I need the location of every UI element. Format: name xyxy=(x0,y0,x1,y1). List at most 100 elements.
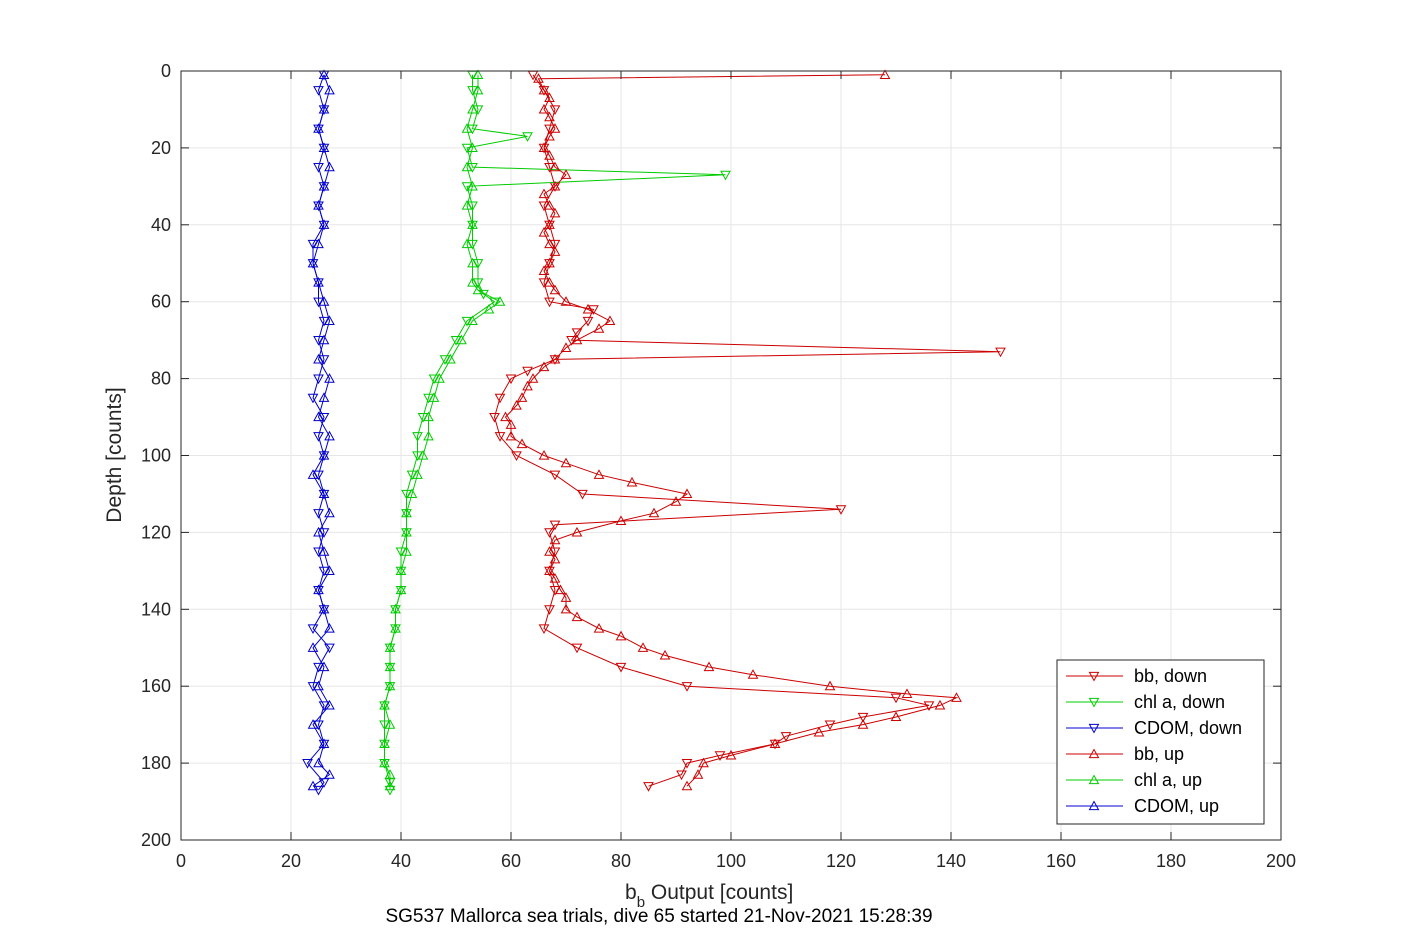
data-point-cdom-up xyxy=(324,622,335,633)
legend-marker-chl-a-down xyxy=(1088,697,1100,708)
data-point-bb-down xyxy=(571,643,583,654)
data-point-bb-up xyxy=(544,150,555,160)
data-point-bb-up xyxy=(560,296,572,306)
data-point-chl-a-up xyxy=(467,276,478,287)
data-point-bb-up xyxy=(555,584,566,595)
data-point-cdom-up xyxy=(318,449,330,460)
data-point-chl-a-up xyxy=(467,219,478,229)
x-axis-label-sub: b xyxy=(637,894,645,911)
data-point-bb-up xyxy=(593,622,605,633)
data-point-cdom-up xyxy=(313,238,324,249)
data-point-bb-up xyxy=(538,142,550,152)
data-point-cdom-up xyxy=(318,219,330,229)
data-point-cdom-up xyxy=(318,661,330,672)
data-point-bb-down xyxy=(681,682,693,692)
data-point-chl-a-up xyxy=(461,238,473,249)
x-tick-label: 180 xyxy=(1156,851,1186,871)
data-point-cdom-up xyxy=(324,507,335,518)
x-axis-label-rest: Output [counts] xyxy=(645,881,793,904)
data-point-chl-a-up xyxy=(467,180,478,191)
data-point-bb-up xyxy=(604,315,616,326)
data-point-bb-up xyxy=(549,207,561,218)
series-line-bb-up xyxy=(504,74,959,787)
data-point-bb-down xyxy=(824,720,836,731)
legend-label-bb-down: bb, down xyxy=(1134,666,1207,686)
data-point-chl-a-up xyxy=(461,200,473,210)
data-point-cdom-up xyxy=(313,123,324,133)
data-point-chl-a-up xyxy=(467,257,478,268)
data-point-bb-up xyxy=(549,180,561,191)
legend-label-chl-a-up: chl a, up xyxy=(1134,770,1202,790)
data-point-bb-up xyxy=(593,469,605,479)
data-point-bb-up xyxy=(544,565,555,575)
data-point-chl-a-up xyxy=(395,584,407,595)
data-point-cdom-up xyxy=(313,680,324,691)
data-point-chl-a-down xyxy=(412,432,423,442)
data-point-chl-a-up xyxy=(379,699,390,710)
data-point-bb-up xyxy=(549,161,561,172)
y-tick-label: 0 xyxy=(161,61,171,81)
data-point-bb-up xyxy=(505,419,517,429)
data-point-bb-up xyxy=(516,438,528,449)
data-point-bb-down xyxy=(643,782,654,792)
data-point-bb-up xyxy=(934,699,946,710)
data-point-chl-a-up xyxy=(417,449,429,460)
series-group xyxy=(302,69,1006,796)
data-point-cdom-up xyxy=(318,392,330,402)
x-tick-label: 20 xyxy=(281,851,301,871)
data-point-bb-down xyxy=(923,701,935,711)
data-point-bb-up xyxy=(681,780,693,791)
y-tick-label: 40 xyxy=(151,215,171,235)
data-point-cdom-down xyxy=(313,432,324,442)
data-point-chl-a-up xyxy=(461,123,473,133)
data-point-chl-a-up xyxy=(412,469,423,479)
data-point-bb-up xyxy=(544,219,555,229)
legend-box xyxy=(1056,659,1265,825)
data-point-bb-up xyxy=(538,188,550,199)
legend-label-chl-a-down: chl a, down xyxy=(1134,692,1225,712)
data-point-bb-up xyxy=(533,73,544,83)
y-tick-label: 60 xyxy=(151,292,171,312)
data-point-bb-down xyxy=(511,451,522,462)
data-point-bb-down xyxy=(549,470,561,481)
data-point-bb-up xyxy=(747,669,759,679)
data-point-bb-up xyxy=(901,688,913,698)
data-point-bb-down xyxy=(544,528,555,538)
data-point-chl-a-up xyxy=(434,373,445,383)
data-point-bb-up xyxy=(549,573,561,583)
x-tick-label: 40 xyxy=(391,851,411,871)
data-point-cdom-up xyxy=(313,353,324,364)
data-point-cdom-up xyxy=(318,69,330,79)
data-point-bb-down xyxy=(714,751,726,761)
data-point-cdom-down xyxy=(307,624,319,635)
data-point-bb-down xyxy=(544,297,555,308)
data-point-chl-a-up xyxy=(384,769,396,779)
data-point-bb-down xyxy=(549,520,561,531)
legend-label-cdom-up: CDOM, up xyxy=(1134,796,1219,816)
data-point-cdom-up xyxy=(307,642,319,652)
data-point-chl-a-up xyxy=(483,303,495,314)
data-point-bb-up xyxy=(637,642,649,652)
data-point-cdom-down xyxy=(302,759,313,769)
data-point-cdom-up xyxy=(307,469,319,479)
data-point-bb-up xyxy=(582,303,594,314)
y-tick-label: 140 xyxy=(141,599,171,619)
data-point-chl-a-up xyxy=(384,719,396,729)
data-point-cdom-down xyxy=(324,643,335,654)
legend-marker-cdom-down xyxy=(1088,723,1100,734)
data-point-bb-up xyxy=(549,353,561,364)
x-axis-label: bb Output [counts] xyxy=(625,881,793,911)
data-point-bb-down xyxy=(538,624,550,635)
x-tick-label: 160 xyxy=(1046,851,1076,871)
data-point-chl-a-up xyxy=(379,738,390,748)
data-point-chl-a-up xyxy=(401,546,412,556)
data-point-chl-a-up xyxy=(423,411,434,422)
data-point-bb-up xyxy=(813,726,825,737)
data-point-chl-a-up xyxy=(472,284,484,295)
data-point-bb-up xyxy=(648,507,660,518)
x-tick-label: 120 xyxy=(826,851,856,871)
data-point-chl-a-up xyxy=(445,353,456,364)
data-point-bb-up xyxy=(544,257,555,268)
y-tick-label: 180 xyxy=(141,753,171,773)
